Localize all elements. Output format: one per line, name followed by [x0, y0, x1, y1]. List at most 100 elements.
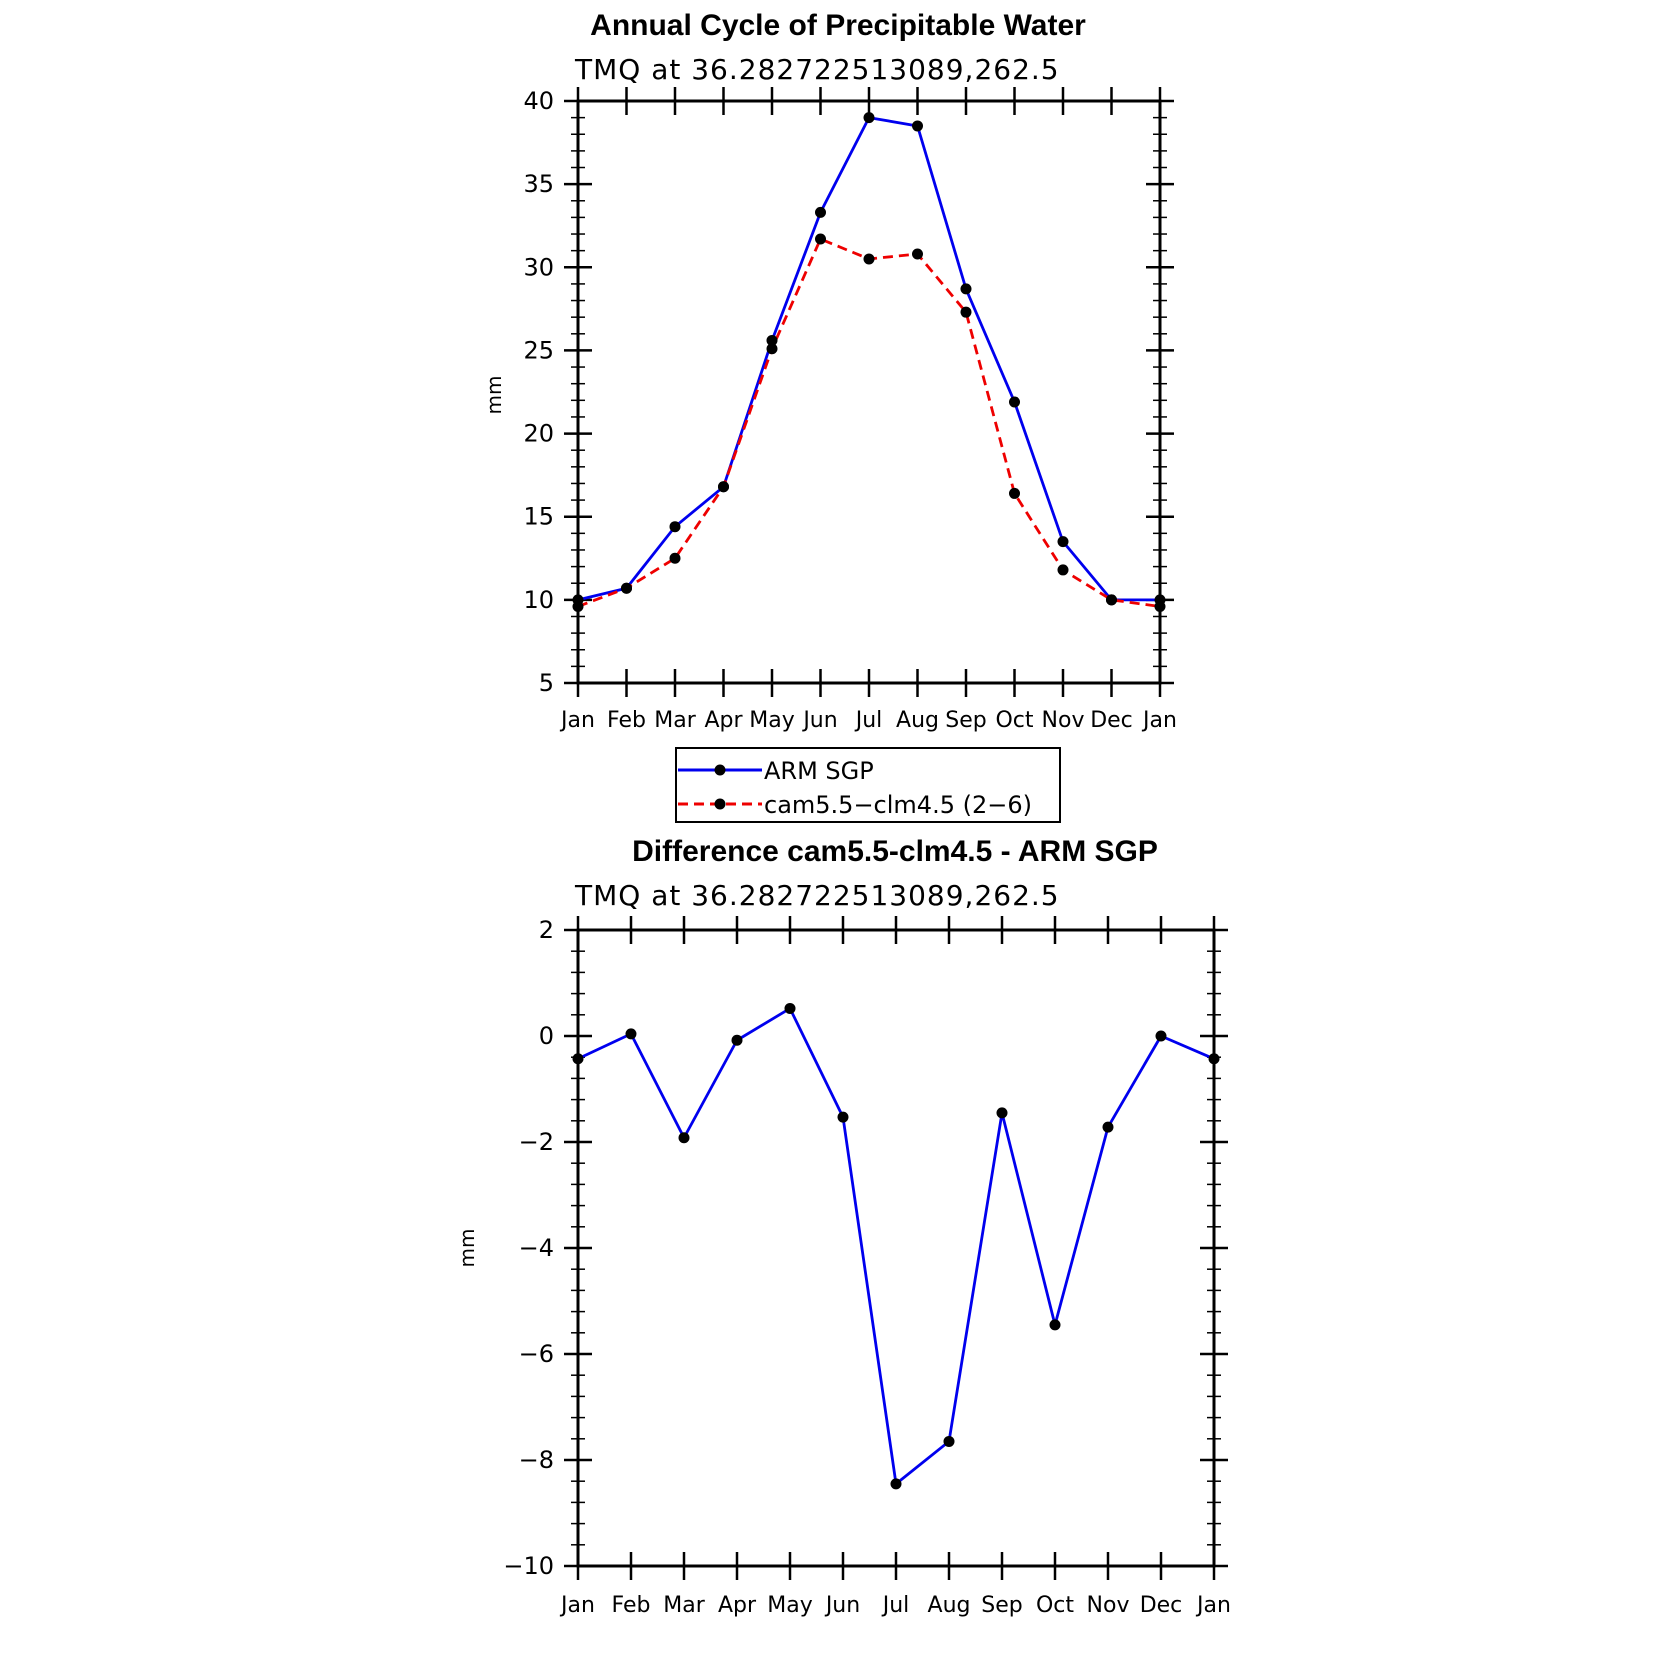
x-tick-label: Jun: [824, 1593, 860, 1618]
data-point: [815, 233, 826, 245]
data-point: [766, 334, 778, 346]
x-tick-label: Sep: [981, 1593, 1022, 1618]
data-point: [572, 601, 584, 613]
x-tick-label: Mar: [654, 708, 696, 733]
y-tick-label: 15: [523, 503, 554, 531]
x-tick-label: Feb: [612, 1593, 651, 1618]
data-point: [718, 481, 729, 493]
x-tick-label: Apr: [704, 708, 743, 733]
x-tick-label: Apr: [718, 1593, 757, 1618]
series-line: [577, 116, 1160, 602]
legend-label-arm-sgp: ARM SGP: [764, 757, 874, 785]
y-tick-label: 20: [523, 420, 554, 448]
x-tick-label: May: [767, 1593, 812, 1618]
data-point: [863, 112, 875, 124]
series-group: [572, 112, 1166, 613]
legend-marker-cam55: [714, 798, 726, 810]
x-tick-labels: Jan Feb Mar Apr May Jun Jul Aug Sep Oct Nov Dec Jan: [559, 708, 1177, 733]
x-tick-label: Aug: [896, 708, 939, 733]
chart-subtitle: TMQ at 36.282722513089,262.5: [574, 879, 1060, 912]
y-axis-label: mm: [482, 376, 506, 415]
data-point: [1057, 536, 1069, 548]
data-point: [863, 253, 875, 265]
legend-box: [675, 747, 1061, 823]
precipitable-water-chart: Annual Cycle of Precipitable Water TMQ a…: [482, 9, 1177, 733]
y-tick-label: 30: [523, 253, 554, 281]
x-tick-labels: Jan Feb Mar Apr May Jun Jul Aug Sep Oct Nov Dec Jan: [559, 1593, 1231, 1618]
y-tick-label: −2: [519, 1128, 554, 1156]
data-point: [669, 552, 681, 564]
y-tick-label: −10: [503, 1552, 554, 1580]
x-tick-label: Jun: [801, 708, 837, 733]
y-tick-label: −8: [519, 1446, 554, 1474]
plot-frame: [576, 928, 1216, 1568]
tick-marks: [564, 916, 1228, 1580]
x-tick-label: Nov: [1042, 708, 1085, 733]
data-point: [912, 120, 923, 132]
series-group: [572, 1002, 1220, 1490]
x-tick-label: Oct: [995, 708, 1033, 733]
data-point: [960, 306, 972, 318]
x-tick-label: Nov: [1087, 1593, 1130, 1618]
data-point: [1009, 487, 1020, 499]
legend-label-cam55: cam5.5−clm4.5 (2−6): [764, 791, 1032, 819]
x-tick-label: Jul: [854, 708, 883, 733]
y-tick-labels: 5 10 15 20 25 30 35 40: [523, 87, 554, 697]
plot-frame: [576, 99, 1162, 685]
x-tick-label: Feb: [607, 708, 646, 733]
x-tick-label: Aug: [928, 1593, 971, 1618]
data-point: [731, 1034, 743, 1046]
data-point: [621, 582, 632, 594]
data-point: [1106, 594, 1117, 606]
chart-title: Difference cam5.5-clm4.5 - ARM SGP: [632, 835, 1158, 868]
y-tick-label: 5: [539, 669, 554, 697]
data-point: [625, 1028, 637, 1040]
legend-marker-arm-sgp: [714, 764, 726, 776]
chart-title: Annual Cycle of Precipitable Water: [590, 9, 1086, 42]
x-tick-label: Dec: [1140, 1593, 1183, 1618]
data-point: [1102, 1121, 1114, 1133]
data-point: [1057, 564, 1069, 576]
data-point: [815, 206, 826, 218]
y-tick-label: 10: [523, 586, 554, 614]
x-tick-label: Jul: [881, 1593, 910, 1618]
data-point: [572, 1053, 584, 1065]
data-point: [1009, 396, 1020, 408]
y-tick-label: 35: [523, 170, 554, 198]
y-tick-label: 2: [539, 916, 554, 944]
data-point: [669, 521, 681, 533]
chart-subtitle: TMQ at 36.282722513089,262.5: [574, 53, 1060, 86]
series-line: [577, 1007, 1215, 1486]
y-tick-label: −4: [519, 1234, 554, 1262]
x-tick-label: Jan: [1141, 708, 1177, 733]
x-tick-label: Mar: [663, 1593, 705, 1618]
data-point: [996, 1107, 1008, 1119]
data-point: [890, 1478, 902, 1490]
legend: ARM SGP cam5.5−clm4.5 (2−6): [675, 747, 1061, 823]
x-tick-label: Oct: [1036, 1593, 1074, 1618]
tick-marks: [564, 87, 1174, 697]
data-point: [1208, 1053, 1220, 1065]
x-tick-label: Sep: [945, 708, 986, 733]
data-point: [766, 343, 778, 355]
data-point: [1049, 1319, 1061, 1331]
y-tick-labels: −10 −8 −6 −4 −2 0 2: [503, 916, 554, 1580]
data-point: [943, 1435, 955, 1447]
x-tick-label: May: [749, 708, 794, 733]
difference-chart: Difference cam5.5-clm4.5 - ARM SGP TMQ a…: [455, 835, 1231, 1618]
x-tick-label: Dec: [1090, 708, 1133, 733]
y-axis-label: mm: [455, 1229, 479, 1268]
y-tick-label: 0: [539, 1022, 554, 1050]
data-point: [912, 248, 923, 260]
data-point: [1155, 1030, 1167, 1042]
x-tick-label: Jan: [559, 1593, 595, 1618]
data-point: [837, 1111, 849, 1123]
data-point: [784, 1002, 796, 1014]
x-tick-label: Jan: [1195, 1593, 1231, 1618]
y-tick-label: −6: [519, 1340, 554, 1368]
y-tick-label: 40: [523, 87, 554, 115]
data-point: [960, 283, 972, 295]
data-point: [1154, 601, 1166, 613]
y-tick-label: 25: [523, 336, 554, 364]
